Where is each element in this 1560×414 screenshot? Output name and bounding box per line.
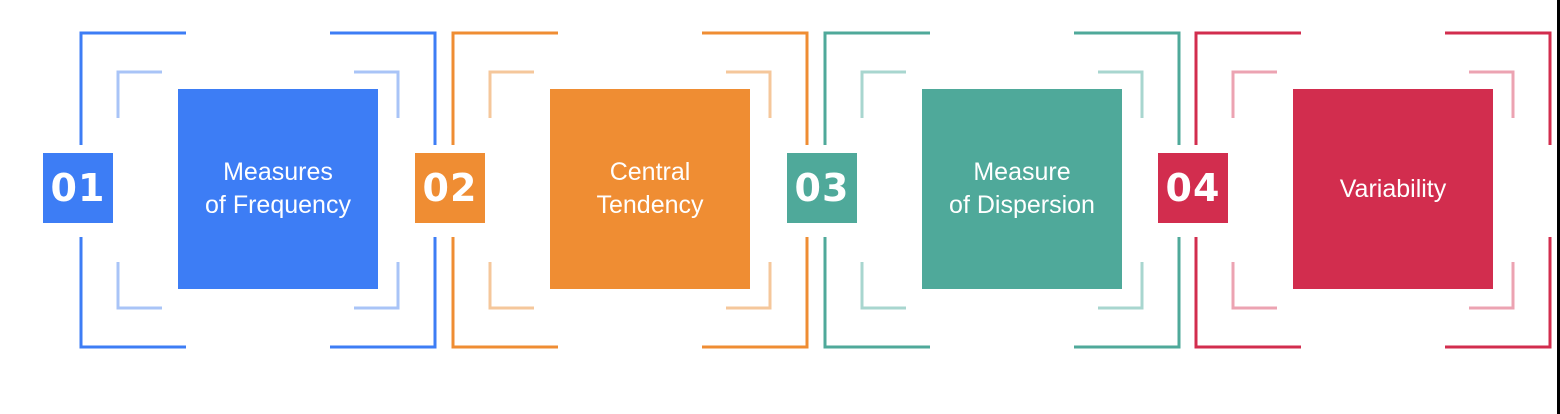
step-4-label: Variability <box>1339 174 1447 203</box>
inner-bracket <box>116 70 400 310</box>
step-2-box: Central Tendency <box>550 89 750 289</box>
step-2-frame <box>451 31 809 349</box>
step-4-box: Variability <box>1293 89 1493 289</box>
outer-bracket <box>451 31 809 349</box>
step-3-badge: 03 <box>787 153 857 223</box>
step-1: Measures of Frequency 01 <box>43 30 438 350</box>
inner-bracket <box>488 70 772 310</box>
step-3-frame <box>823 31 1181 349</box>
step-1-number: 01 <box>50 166 106 210</box>
right-border <box>1557 0 1560 414</box>
step-1-badge: 01 <box>43 153 113 223</box>
step-3: Measure of Dispersion 03 <box>787 30 1182 350</box>
step-4-number: 04 <box>1165 166 1221 210</box>
step-3-label: Measure of Dispersion <box>949 158 1095 219</box>
step-1-label: Measures of Frequency <box>205 158 351 219</box>
inner-bracket <box>860 70 1144 310</box>
step-2-number: 02 <box>422 166 478 210</box>
step-1-frame <box>79 31 437 349</box>
step-2: Central Tendency 02 <box>415 30 810 350</box>
step-3-number: 03 <box>794 166 850 210</box>
step-4-frame <box>1194 31 1552 349</box>
outer-bracket <box>79 31 437 349</box>
step-4: Variability 04 <box>1158 30 1553 350</box>
step-4-badge: 04 <box>1158 153 1228 223</box>
outer-bracket <box>823 31 1181 349</box>
step-2-badge: 02 <box>415 153 485 223</box>
step-1-box: Measures of Frequency <box>178 89 378 289</box>
step-3-box: Measure of Dispersion <box>922 89 1122 289</box>
inner-bracket <box>1231 70 1515 310</box>
outer-bracket <box>1194 31 1552 349</box>
step-2-label: Central Tendency <box>596 158 704 219</box>
